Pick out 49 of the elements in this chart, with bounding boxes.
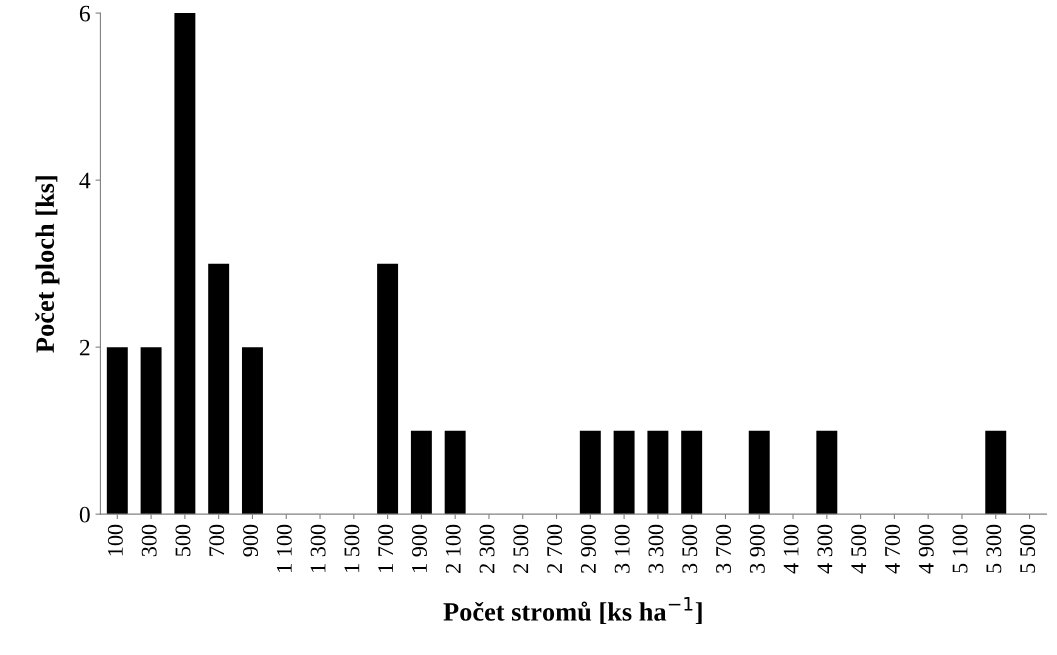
x-tick-label: 2 900 (580, 524, 596, 573)
y-tick-label: 6 (79, 5, 90, 22)
x-tick-label: 1 500 (344, 524, 360, 572)
bar (579, 430, 601, 515)
x-tick-label: 4 100 (783, 524, 799, 574)
x-tick-label: 3 900 (749, 524, 765, 573)
x-tick-label: 2 700 (547, 524, 563, 573)
bar (140, 347, 162, 515)
bar (174, 13, 196, 515)
bar (444, 430, 466, 515)
x-tick-label: 900 (243, 524, 259, 557)
x-tick-label: 300 (141, 524, 157, 557)
bar (241, 347, 263, 515)
x-tick-label: 700 (209, 524, 225, 556)
x-tick-label: 100 (107, 524, 123, 556)
bar (681, 430, 703, 515)
x-tick-label: 1 100 (276, 524, 292, 572)
x-tick-label: 1 900 (411, 524, 427, 572)
y-tick-label: 4 (79, 172, 91, 189)
x-tick-label: 5 100 (952, 524, 968, 573)
x-tick-label: 2 300 (479, 524, 495, 573)
bar (985, 430, 1007, 515)
bar (816, 430, 838, 515)
x-tick-label: 5 300 (986, 524, 1002, 573)
bar (748, 430, 770, 515)
bar (410, 430, 432, 515)
bar (377, 263, 399, 515)
x-tick-label: 4 500 (851, 524, 867, 574)
y-tick-label: 0 (79, 506, 90, 523)
bar (613, 430, 635, 515)
y-tick-label: 2 (79, 339, 90, 356)
x-tick-label: 2 100 (445, 524, 461, 573)
x-tick-label: 1 700 (378, 524, 394, 572)
x-tick-label: 1 300 (310, 524, 326, 572)
x-tick-label: 4 700 (884, 524, 900, 574)
x-tick-label: 500 (175, 524, 191, 556)
x-tick-label: 4 300 (817, 524, 833, 574)
bar (106, 347, 128, 515)
bar (208, 263, 230, 515)
y-axis-title: Počet ploch [ks] (35, 176, 60, 353)
x-tick-label: 3 700 (716, 524, 732, 573)
x-tick-label: 5 500 (1020, 524, 1036, 573)
x-axis-title: Počet stromů [ks ha$^{−1}$] (443, 596, 702, 625)
x-tick-label: 4 900 (918, 524, 934, 574)
bar (647, 430, 669, 515)
x-tick-label: 2 500 (513, 524, 529, 573)
x-tick-label: 3 300 (648, 524, 664, 573)
x-tick-label: 3 100 (614, 524, 630, 573)
x-tick-label: 3 500 (682, 524, 698, 573)
